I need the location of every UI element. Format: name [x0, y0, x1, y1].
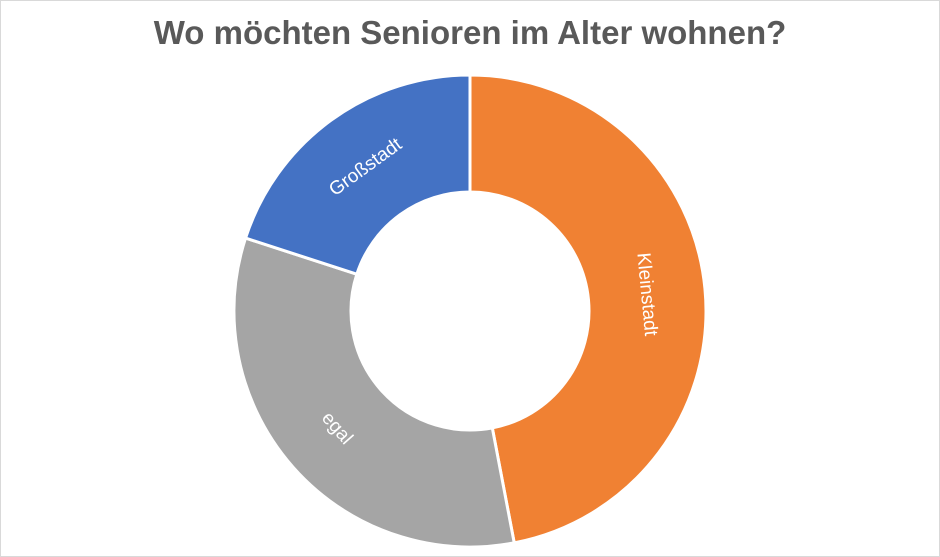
chart-title: Wo möchten Senioren im Alter wohnen? [153, 14, 787, 51]
slice-großstadt [243, 73, 472, 277]
slice-kleinstadt [468, 73, 708, 545]
doughnut-slices [232, 73, 708, 549]
slice-egal [232, 236, 516, 549]
